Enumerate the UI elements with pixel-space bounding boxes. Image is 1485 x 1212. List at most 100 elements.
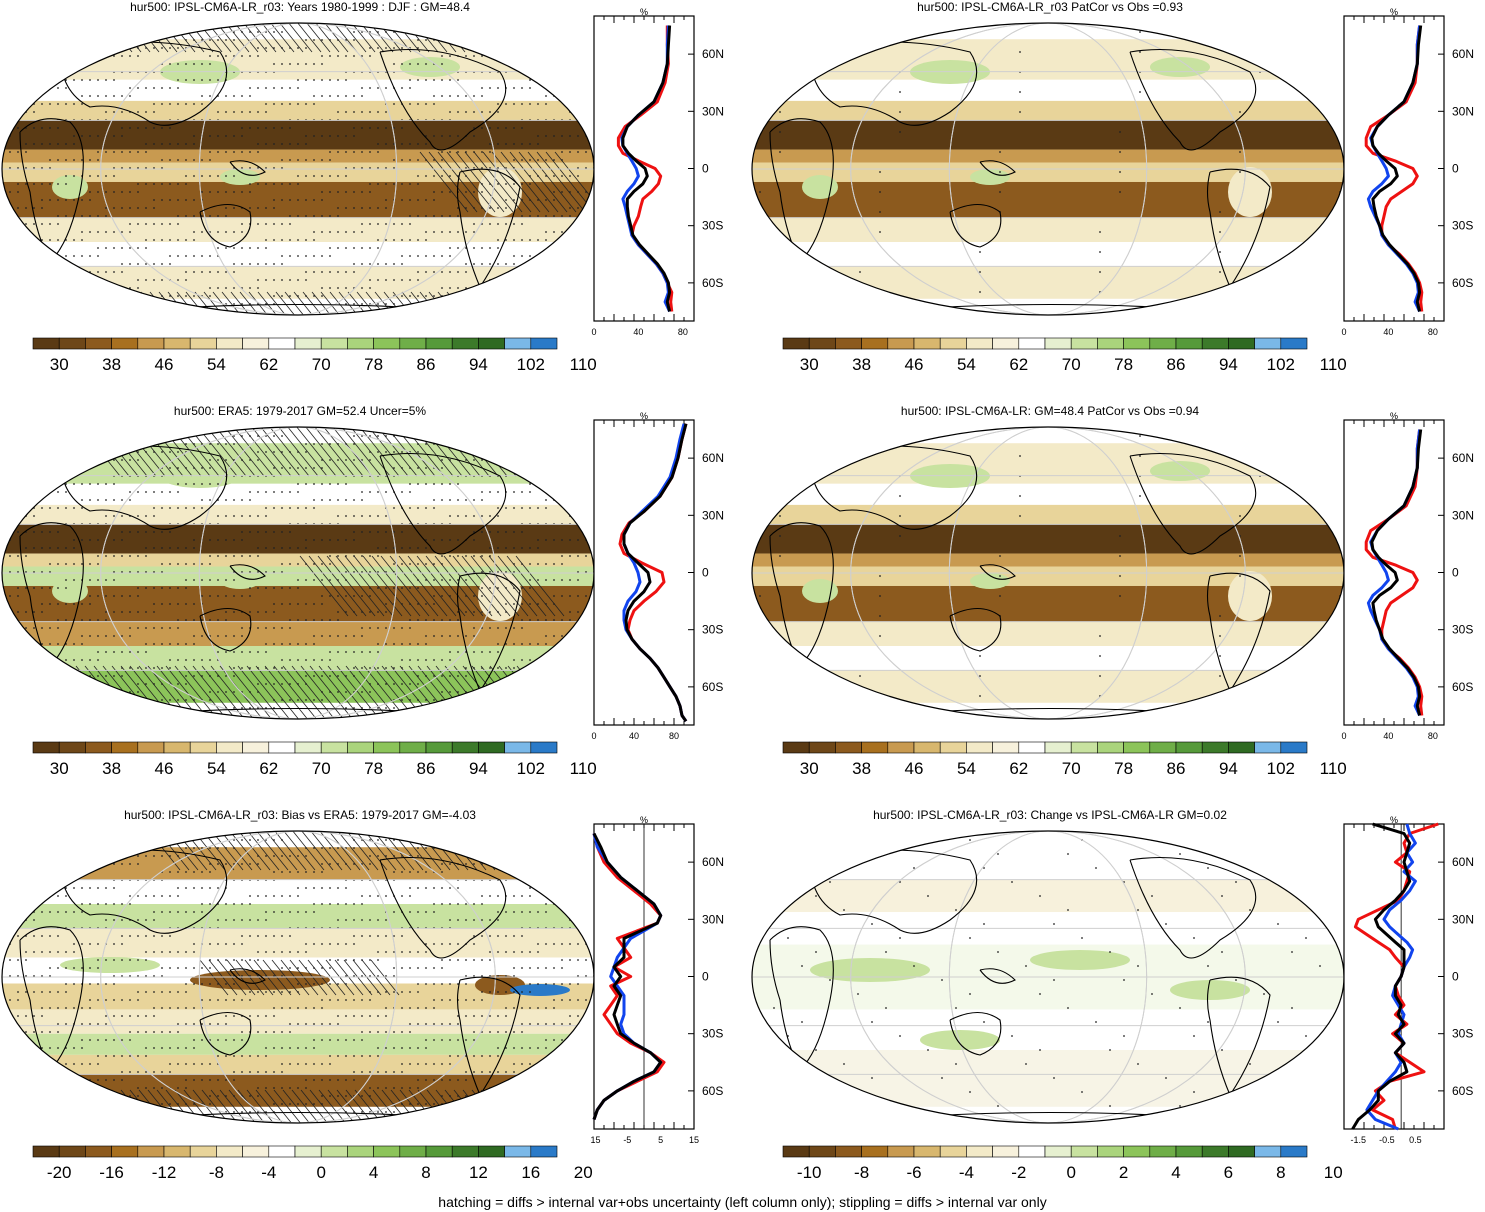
hatch-line	[225, 23, 259, 53]
stipple-dot	[113, 651, 115, 653]
stipple-dot	[329, 483, 331, 485]
stipple-dot	[521, 587, 523, 589]
stipple-dot	[481, 571, 483, 573]
stipple-dot	[121, 651, 123, 653]
stipple-dot	[289, 627, 291, 629]
colorbar-swatch	[1097, 741, 1124, 754]
stipple-dot	[121, 443, 123, 445]
stipple-dot	[49, 627, 51, 629]
stipple-dot	[433, 231, 435, 233]
stipple-dot	[899, 131, 901, 133]
stipple-dot	[137, 1015, 139, 1017]
stipple-dot	[41, 467, 43, 469]
stipple-dot	[33, 1015, 35, 1017]
stipple-dot	[545, 135, 547, 137]
stipple-dot	[169, 643, 171, 645]
stipple-dot	[401, 295, 403, 297]
stipple-dot	[321, 443, 323, 445]
stipple-dot	[449, 691, 451, 693]
stipple-dot	[441, 287, 443, 289]
stipple-dot	[297, 895, 299, 897]
stipple-dot	[113, 975, 115, 977]
stipple-dot	[25, 863, 27, 865]
stipple-dot	[927, 1049, 929, 1051]
stipple-dot	[65, 175, 67, 177]
stipple-dot	[89, 999, 91, 1001]
stipple-dot	[89, 199, 91, 201]
stipple-dot	[979, 655, 981, 657]
stipple-dot	[145, 223, 147, 225]
field-band	[752, 483, 1344, 505]
stipple-dot	[17, 975, 19, 977]
stipple-dot	[345, 499, 347, 501]
stipple-dot	[473, 903, 475, 905]
lon-line	[850, 23, 1246, 315]
hatch-line	[491, 291, 525, 315]
stipple-dot	[9, 1055, 11, 1057]
colorbar-tick-label: 62	[259, 355, 278, 374]
stipple-dot	[209, 1079, 211, 1081]
stipple-dot	[209, 255, 211, 257]
stipple-dot	[41, 1103, 43, 1105]
stipple-dot	[337, 675, 339, 677]
hatch-line	[238, 831, 280, 871]
colorbar-swatch	[1228, 1145, 1255, 1158]
hatch-line	[518, 151, 568, 213]
stipple-dot	[25, 611, 27, 613]
colorbar-swatch	[216, 741, 243, 754]
stipple-dot	[759, 635, 761, 637]
stipple-dot	[1219, 211, 1221, 213]
coastline	[59, 41, 228, 126]
stipple-dot	[577, 79, 579, 81]
stipple-dot	[121, 595, 123, 597]
stipple-dot	[1235, 979, 1237, 981]
stipple-dot	[353, 1071, 355, 1073]
stipple-dot	[529, 239, 531, 241]
stipple-dot	[153, 611, 155, 613]
stipple-dot	[289, 1007, 291, 1009]
stipple-dot	[225, 175, 227, 177]
stipple-dot	[497, 127, 499, 129]
stipple-dot	[1109, 1049, 1111, 1051]
stipple-dot	[489, 1055, 491, 1057]
stipple-dot	[57, 1031, 59, 1033]
stipple-dot	[105, 1079, 107, 1081]
stipple-dot	[257, 627, 259, 629]
stipple-dot	[983, 1021, 985, 1023]
stipple-dot	[129, 839, 131, 841]
stipple-dot	[321, 95, 323, 97]
hatch-line	[210, 1089, 252, 1123]
stipple-dot	[425, 539, 427, 541]
stipple-dot	[57, 451, 59, 453]
hatch-line	[295, 427, 337, 477]
stipple-dot	[233, 691, 235, 693]
stipple-dot	[321, 159, 323, 161]
coastline	[949, 203, 1002, 248]
stipple-dot	[17, 151, 19, 153]
stipple-dot	[249, 919, 251, 921]
stipple-dot	[377, 1055, 379, 1057]
stipple-dot	[137, 935, 139, 937]
stipple-dot	[585, 1015, 587, 1017]
coastline	[869, 707, 1231, 717]
hatch-line	[275, 291, 309, 315]
stipple-dot	[377, 667, 379, 669]
stipple-dot	[193, 887, 195, 889]
stipple-dot	[1053, 923, 1055, 925]
stipple-dot	[169, 547, 171, 549]
stipple-dot	[305, 1063, 307, 1065]
stipple-dot	[537, 951, 539, 953]
stipple-dot	[145, 895, 147, 897]
stipple-dot	[759, 211, 761, 213]
stipple-dot	[41, 611, 43, 613]
stipple-dot	[433, 103, 435, 105]
stipple-dot	[145, 151, 147, 153]
stipple-dot	[241, 903, 243, 905]
stipple-dot	[505, 707, 507, 709]
stipple-dot	[457, 111, 459, 113]
stipple-dot	[81, 199, 83, 201]
stipple-dot	[417, 63, 419, 65]
colorbar-swatch	[992, 1145, 1020, 1158]
stipple-dot	[497, 667, 499, 669]
stipple-dot	[217, 247, 219, 249]
